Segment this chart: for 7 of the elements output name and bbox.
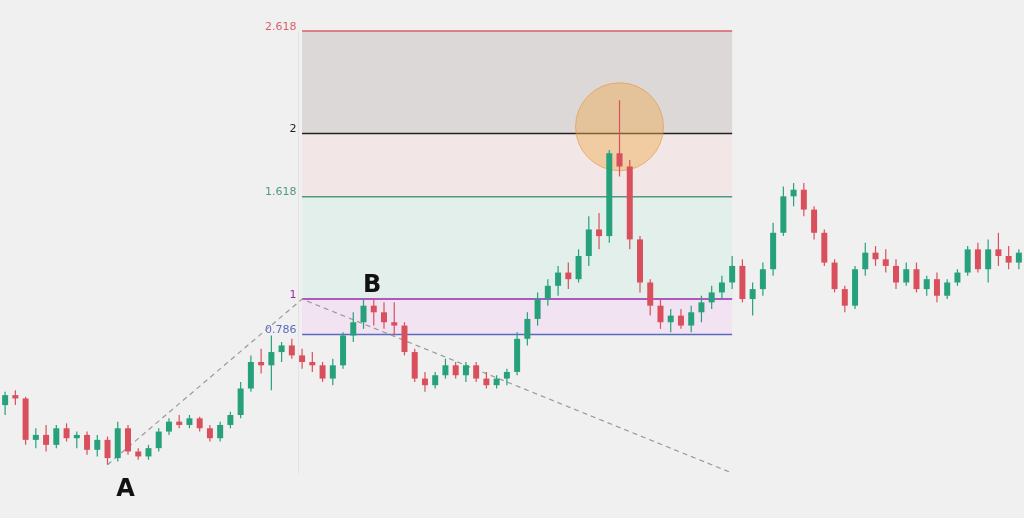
annotation: B [362,270,382,299]
y-tick-label: 1 [289,287,297,301]
y-tick-label: 2 [289,121,297,135]
y-tick-label: 0.786 [265,323,297,336]
text: A [116,473,136,502]
y-tick-label: 2.618 [265,19,297,33]
y-tick-label: 1.618 [265,185,297,199]
